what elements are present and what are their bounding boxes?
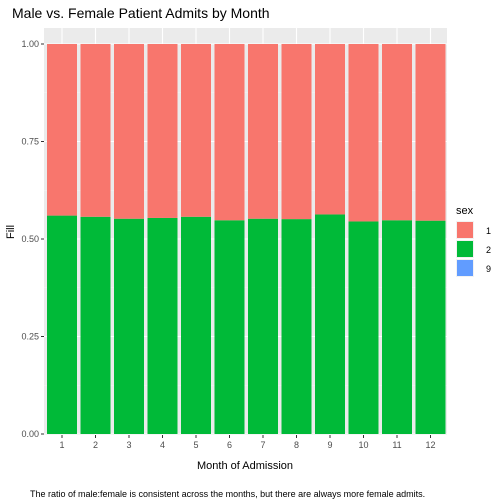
bar-sex-1-month-7: [248, 44, 278, 219]
bar-sex-1-month-12: [415, 44, 446, 221]
x-axis: 1 2 3 4 5 6 7 8 9 10 11 12: [59, 435, 436, 450]
y-tick-label: 0.75: [21, 137, 39, 147]
x-tick-label: 12: [425, 440, 435, 450]
x-tick-label: 1: [59, 440, 64, 450]
bar-sex-2-month-11: [382, 220, 412, 434]
bar-sex-1-month-6: [214, 44, 245, 221]
bar-sex-2-month-1: [47, 215, 77, 434]
bar-sex-1-month-5: [181, 44, 211, 217]
legend-label: 2: [486, 245, 491, 255]
y-axis-title: Fill: [5, 225, 17, 239]
chart-title: Male vs. Female Patient Admits by Month: [12, 5, 270, 21]
y-tick-label: 0.25: [21, 332, 39, 342]
bar-sex-2-month-5: [181, 216, 211, 434]
bar-sex-1-month-9: [315, 44, 345, 215]
x-tick-label: 8: [294, 440, 299, 450]
x-tick-label: 9: [327, 440, 332, 450]
x-tick-label: 2: [93, 440, 98, 450]
bar-sex-1-month-4: [147, 44, 178, 218]
bar-sex-2-month-12: [415, 220, 446, 434]
bar-sex-2-month-3: [114, 218, 144, 434]
y-tick-label: 0.00: [21, 429, 39, 439]
bar-sex-1-month-8: [281, 44, 312, 220]
y-tick-label: 1.00: [21, 39, 39, 49]
bar-sex-2-month-7: [248, 218, 278, 434]
bar-sex-2-month-10: [348, 221, 379, 434]
bar-sex-1-month-1: [47, 44, 77, 216]
legend-label: 9: [486, 264, 491, 274]
x-tick-label: 5: [193, 440, 198, 450]
bar-sex-1-month-3: [114, 44, 144, 219]
legend-title: sex: [456, 205, 474, 217]
plot-panel: [44, 28, 447, 435]
legend-label: 1: [486, 226, 491, 236]
x-tick-label: 3: [126, 440, 131, 450]
bar-sex-2-month-2: [80, 216, 111, 434]
x-axis-title: Month of Admission: [197, 460, 293, 472]
x-tick-label: 11: [392, 440, 401, 450]
bar-sex-1-month-11: [382, 44, 412, 221]
bar-sex-2-month-8: [281, 219, 312, 434]
bar-sex-2-month-9: [315, 214, 345, 434]
x-tick-label: 7: [260, 440, 265, 450]
x-tick-label: 10: [358, 440, 368, 450]
y-axis: 0.00 0.25 0.50 0.75 1.00: [21, 39, 44, 439]
bar-sex-1-month-2: [80, 44, 111, 217]
x-tick-label: 6: [227, 440, 232, 450]
bar-sex-2-month-6: [214, 220, 245, 434]
legend-key-swatch: [457, 241, 473, 257]
y-tick-label: 0.50: [21, 234, 39, 244]
x-tick-label: 4: [160, 440, 165, 450]
chart-caption: The ratio of male:female is consistent a…: [30, 489, 425, 499]
bars: [47, 44, 446, 434]
legend-key-swatch: [457, 260, 473, 276]
legend: sex 1 2 9: [456, 205, 491, 277]
bar-sex-2-month-4: [147, 217, 178, 434]
bar-sex-1-month-10: [348, 44, 379, 222]
legend-key-swatch: [457, 222, 473, 238]
